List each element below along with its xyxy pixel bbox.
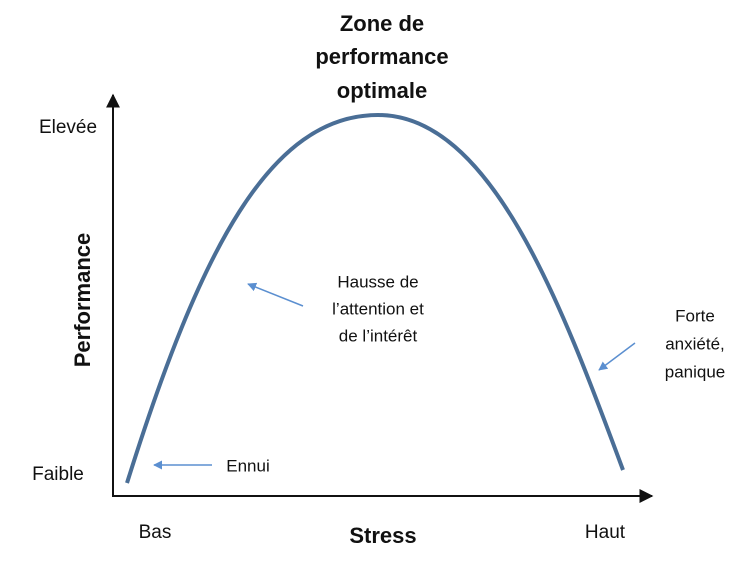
annotation-line: de l’intérêt [339,326,418,345]
x-low-label: Bas [139,522,172,543]
annotation-line: panique [665,362,726,381]
annotation-arrow [247,282,304,307]
y-low-label: Faible [32,464,84,485]
title-line: performance [315,44,448,69]
annotation-arrow [598,342,636,371]
annotation-line: Ennui [226,456,269,475]
x-axis-label: Stress [349,523,416,548]
y-high-label: Elevée [39,117,97,138]
annotation-line: l’attention et [332,299,424,318]
title-line: optimale [337,78,427,103]
annotation-line: Forte [675,306,715,325]
performance-curve [125,112,625,484]
annotation-line: anxiété, [665,334,725,353]
title-line: Zone de [340,11,424,36]
y-axis-label: Performance [70,233,95,368]
x-high-label: Haut [585,522,626,543]
annotation-line: Hausse de [337,272,418,291]
